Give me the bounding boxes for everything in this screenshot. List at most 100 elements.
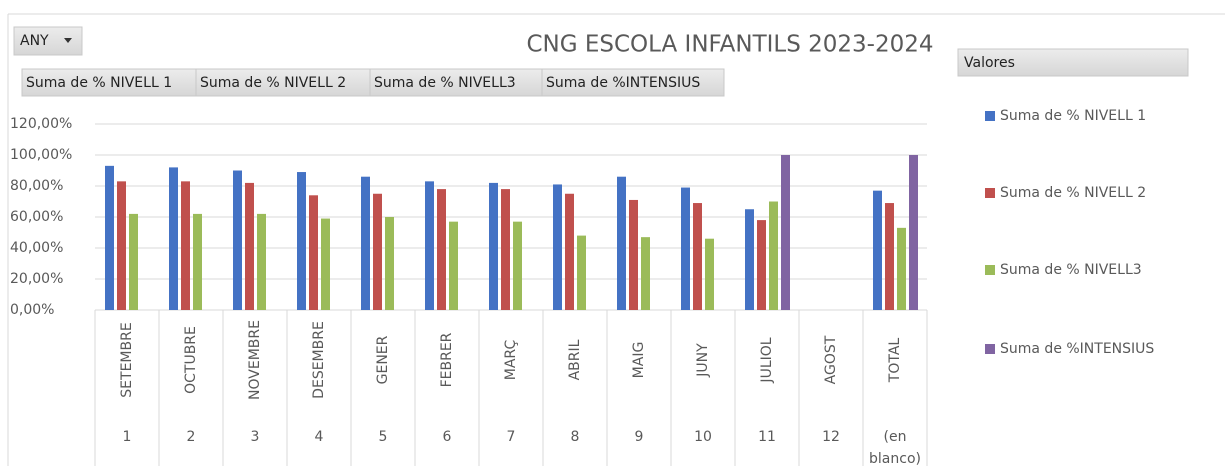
bar — [425, 181, 434, 310]
bar — [449, 221, 458, 310]
bar — [577, 235, 586, 310]
x-tick-label: DESEMBRE — [311, 321, 327, 399]
y-tick-label: 60,00% — [10, 209, 63, 225]
bar — [117, 181, 126, 310]
x-group-label-box: 9 — [634, 429, 644, 445]
bar — [181, 181, 190, 310]
x-group-label: 5 — [378, 429, 388, 445]
x-group-label-box: 3 — [250, 429, 260, 445]
x-tick-label: OCTUBRE — [183, 326, 199, 394]
bar — [873, 190, 882, 310]
bar — [641, 237, 650, 310]
x-group-label-box: 8 — [570, 429, 580, 445]
x-tick-label: JUNY — [695, 343, 711, 378]
bar — [321, 218, 330, 310]
x-group-label: 10 — [694, 429, 712, 445]
legend-swatch — [985, 111, 995, 121]
field-button-label: Suma de % NIVELL3 — [374, 75, 516, 91]
bar — [437, 189, 446, 310]
bar — [781, 155, 790, 310]
bar — [745, 209, 754, 310]
field-button[interactable] — [21, 68, 197, 97]
x-tick-label: GENER — [375, 335, 391, 384]
x-tick-label: JULIOL — [759, 337, 775, 383]
x-tick-label: TOTAL — [887, 338, 903, 384]
legend-label: Suma de %INTENSIUS — [1000, 341, 1154, 357]
x-group-label-box: 11 — [758, 429, 776, 445]
y-tick-label: 120,00% — [10, 116, 72, 132]
x-tick-label: MAIG — [631, 342, 647, 379]
bar — [629, 199, 638, 310]
bar — [513, 221, 522, 310]
legend-header — [957, 48, 1189, 77]
bar — [553, 184, 562, 310]
x-group-label: 9 — [634, 429, 644, 445]
x-group-label: 7 — [506, 429, 516, 445]
legend-label: Suma de % NIVELL 1 — [1000, 108, 1146, 124]
bar — [385, 217, 394, 310]
bar — [129, 213, 138, 310]
field-button-label: Suma de % NIVELL 1 — [26, 75, 172, 91]
legend-swatch — [985, 344, 995, 354]
bar — [373, 193, 382, 310]
x-tick-label: NOVEMBRE — [247, 320, 263, 400]
dropdown-arrow — [64, 38, 72, 43]
x-tick-label: MARÇ — [503, 340, 519, 381]
bar — [297, 172, 306, 310]
bar — [705, 238, 714, 310]
x-tick-label: SETEMBRE — [119, 322, 135, 397]
x-group-label: 4 — [314, 429, 324, 445]
y-tick-label: 0,00% — [10, 302, 54, 318]
x-group-label: 12 — [822, 429, 840, 445]
bar — [909, 155, 918, 310]
bar — [617, 176, 626, 310]
x-group-label-box: (en blanco) — [869, 429, 921, 466]
legend-title: Valores — [964, 55, 1015, 71]
x-group-label: 8 — [570, 429, 580, 445]
y-tick-label: 100,00% — [10, 147, 72, 163]
legend-swatch — [985, 188, 995, 198]
x-tick-label: ABRIL — [567, 339, 583, 380]
x-group-label: (en blanco) — [869, 429, 921, 466]
bar — [501, 189, 510, 310]
field-button-label: Suma de % NIVELL 2 — [200, 75, 346, 91]
bar — [489, 182, 498, 310]
x-group-label-box: 12 — [822, 429, 840, 445]
bar — [361, 176, 370, 310]
legend-swatch — [985, 265, 995, 275]
filter-button-label: ANY — [20, 33, 49, 49]
bar — [885, 203, 894, 310]
bar — [233, 170, 242, 310]
bar — [309, 195, 318, 310]
y-tick-label: 80,00% — [10, 178, 63, 194]
legend-label: Suma de % NIVELL 2 — [1000, 185, 1146, 201]
bar — [897, 227, 906, 310]
bar — [105, 165, 114, 310]
chart-title: CNG ESCOLA INFANTILS 2023-2024 — [526, 32, 933, 58]
x-group-label: 2 — [186, 429, 196, 445]
x-tick-label: FEBRER — [439, 332, 455, 387]
x-group-label-box: 6 — [442, 429, 452, 445]
bar — [257, 213, 266, 310]
bar — [169, 167, 178, 310]
x-group-label: 1 — [122, 429, 132, 445]
x-group-label-box: 7 — [506, 429, 516, 445]
field-button[interactable] — [541, 68, 725, 97]
y-tick-label: 20,00% — [10, 271, 63, 287]
x-group-label: 6 — [442, 429, 452, 445]
x-group-label-box: 5 — [378, 429, 388, 445]
bar — [565, 193, 574, 310]
x-group-label-box: 2 — [186, 429, 196, 445]
x-group-label: 3 — [250, 429, 260, 445]
y-tick-label: 40,00% — [10, 240, 63, 256]
bar — [769, 201, 778, 310]
x-tick-label: AGOST — [823, 335, 839, 384]
x-group-label: 11 — [758, 429, 776, 445]
field-button[interactable] — [369, 68, 543, 97]
x-group-label-box: 1 — [122, 429, 132, 445]
x-group-label-box: 10 — [694, 429, 712, 445]
filter-button[interactable] — [13, 26, 83, 56]
x-group-label-box: 4 — [314, 429, 324, 445]
field-button[interactable] — [195, 68, 371, 97]
